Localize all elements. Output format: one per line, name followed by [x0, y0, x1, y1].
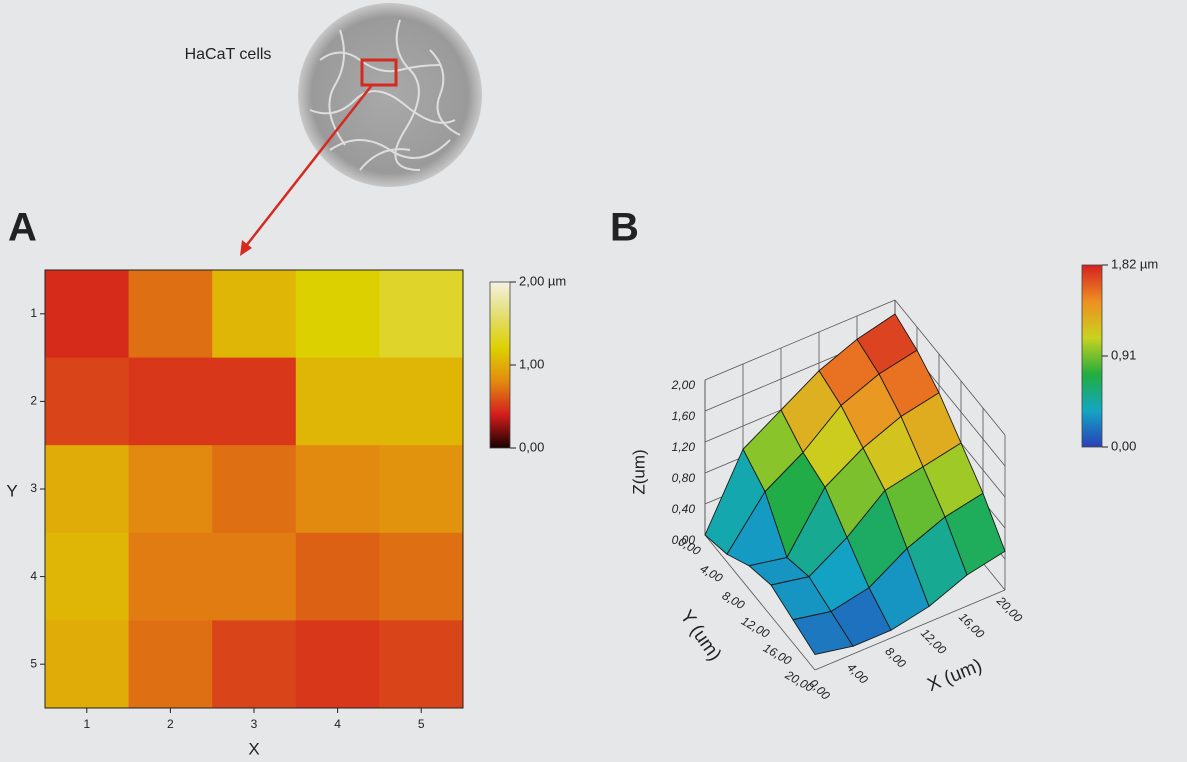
colorbar-tick-label: 2,00 µm [519, 273, 566, 288]
heatmap-cell [212, 620, 296, 708]
heatmap-cell [296, 533, 380, 621]
heatmap-cell [45, 270, 129, 358]
colorbar-tick-label: 1,00 [519, 356, 544, 371]
x-tick-label: 4 [334, 717, 341, 731]
z-tick-label: 0,80 [672, 471, 696, 485]
panel-label: B [610, 206, 639, 250]
colorbar-tick-label: 1,82 µm [1111, 256, 1158, 271]
heatmap-cell [45, 620, 129, 708]
z-tick-label: 1,20 [672, 440, 696, 454]
y-tick-label: 3 [30, 481, 37, 495]
heatmap-cell [45, 445, 129, 533]
heatmap-cell [379, 620, 463, 708]
heatmap-cell [212, 445, 296, 533]
x-tick-label: 5 [418, 717, 425, 731]
heatmap-cell [296, 358, 380, 446]
panel-label: A [8, 206, 37, 250]
heatmap-cell [129, 270, 213, 358]
z-tick-label: 2,00 [671, 378, 696, 392]
heatmap-cell [296, 270, 380, 358]
x-axis-title: X [248, 739, 259, 758]
colorbar-tick-label: 0,91 [1111, 347, 1136, 362]
heatmap-cell [212, 533, 296, 621]
y-tick-label: 4 [30, 569, 37, 583]
image-label: HaCaT cells [185, 46, 272, 63]
heatmap-cell [379, 445, 463, 533]
y-axis-title: Y [6, 481, 17, 500]
heatmap-cell [129, 358, 213, 446]
colorbar [490, 282, 510, 448]
figure: HaCaT cells A B 1 2 3 4 5 1 2 3 4 5 X Y 0,00 1,00 2,00… [0, 0, 1187, 762]
heatmap-cell [45, 533, 129, 621]
heatmap-cell [129, 620, 213, 708]
heatmap-cell [296, 445, 380, 533]
heatmap-cell [212, 358, 296, 446]
z-axis-title: Z(um) [629, 449, 648, 494]
heatmap-cell [212, 270, 296, 358]
heatmap-cell [129, 533, 213, 621]
z-tick-label: 0,40 [672, 502, 696, 516]
z-tick-label: 1,60 [672, 409, 696, 423]
colorbar [1082, 265, 1102, 447]
heatmap-cell [379, 358, 463, 446]
y-tick-label: 1 [30, 306, 37, 320]
heatmap-cell [379, 270, 463, 358]
x-tick-label: 3 [251, 717, 258, 731]
heatmap-cell [296, 620, 380, 708]
x-tick-label: 2 [167, 717, 174, 731]
y-tick-label: 2 [30, 394, 37, 408]
heatmap-cell [129, 445, 213, 533]
heatmap-cell [379, 533, 463, 621]
colorbar-tick-label: 0,00 [1111, 438, 1136, 453]
heatmap-cell [45, 358, 129, 446]
colorbar-tick-label: 0,00 [519, 439, 544, 454]
x-tick-label: 1 [83, 717, 90, 731]
y-tick-label: 5 [30, 656, 37, 670]
